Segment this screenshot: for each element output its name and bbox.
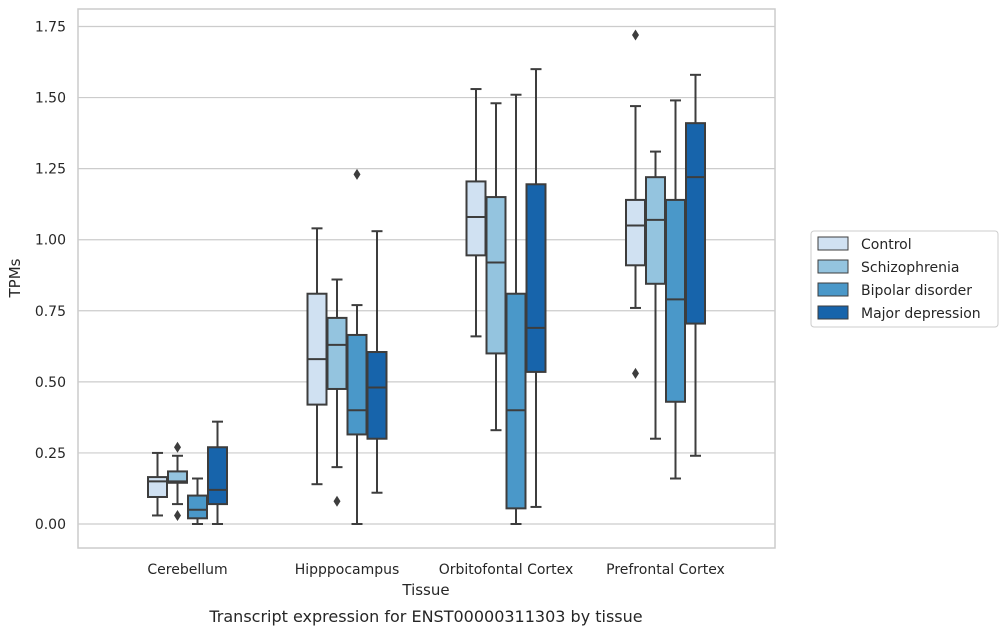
box-hipppocampus-bipolar-disorder-iqr: [346, 333, 368, 436]
box-orbitofontal-cortex-control-iqr: [465, 180, 487, 257]
y-tick-label-4: 1.00: [35, 233, 66, 249]
legend-label-bipolar-disorder: Bipolar disorder: [861, 283, 972, 299]
box-hipppocampus-control: [306, 227, 328, 486]
box-cerebellum-bipolar-disorder: [187, 477, 208, 525]
legend-label-schizophrenia: Schizophrenia: [861, 260, 959, 276]
chart-caption: Transcript expression for ENST0000031130…: [208, 607, 642, 626]
y-tick-label-6: 1.50: [35, 91, 66, 107]
box-prefrontal-cortex-major-depression: [685, 73, 706, 457]
legend-label-control: Control: [861, 237, 912, 253]
box-groups: [147, 29, 706, 525]
legend-swatch-control: [817, 236, 849, 251]
box-cerebellum-control-iqr: [147, 476, 168, 498]
x-axis-label: Tissue: [401, 581, 449, 599]
box-prefrontal-cortex-control-iqr: [625, 198, 646, 267]
box-orbitofontal-cortex-schizophrenia: [485, 102, 507, 432]
box-cerebellum-bipolar-disorder-iqr: [187, 494, 208, 520]
x-tick-label-cerebellum: Cerebellum: [147, 562, 227, 578]
x-tick-label-orbitofontal-cortex: Orbitofontal Cortex: [439, 562, 574, 578]
box-hipppocampus-schizophrenia: [326, 278, 348, 507]
box-cerebellum-schizophrenia-outlier-0: [174, 509, 181, 521]
box-hipppocampus-schizophrenia-iqr: [326, 316, 348, 390]
box-prefrontal-cortex-major-depression-iqr: [685, 122, 706, 325]
box-prefrontal-cortex-control-outlier-1: [632, 29, 639, 41]
box-hipppocampus-bipolar-disorder-outlier-0: [353, 168, 361, 180]
x-tick-labels: Cerebellum Hipppocampus Orbitofontal Corte…: [147, 562, 724, 578]
box-hipppocampus-schizophrenia-outlier-0: [333, 495, 341, 507]
legend-swatch-schizophrenia: [817, 259, 849, 274]
box-orbitofontal-cortex-major-depression: [525, 68, 547, 508]
box-prefrontal-cortex-bipolar-disorder-iqr: [665, 198, 686, 403]
box-cerebellum-schizophrenia-iqr: [167, 470, 188, 484]
box-orbitofontal-cortex-control: [465, 88, 487, 338]
legend-frame: [810, 230, 999, 328]
box-orbitofontal-cortex-major-depression-iqr: [525, 183, 547, 373]
box-hipppocampus-control-iqr: [306, 292, 328, 406]
legend: Control Schizophrenia Bipolar disorder Majo…: [810, 230, 999, 328]
y-tick-label-5: 1.25: [35, 162, 66, 178]
y-tick-labels: 0.00 0.25 0.50 0.75 1.00 1.25 1.50 1.75: [35, 20, 66, 534]
box-cerebellum-control: [147, 451, 168, 517]
box-group-hipppocampus: [306, 168, 388, 525]
y-tick-label-2: 0.50: [35, 375, 66, 391]
y-tick-label-3: 0.75: [35, 304, 66, 320]
plot-frame: [77, 8, 776, 549]
box-cerebellum-major-depression-iqr: [207, 446, 228, 506]
box-orbitofontal-cortex-bipolar-disorder-iqr: [505, 292, 527, 510]
box-group-orbitofontal-cortex: [465, 68, 547, 525]
legend-swatch-bipolar-disorder: [817, 282, 849, 297]
box-cerebellum-major-depression: [207, 420, 228, 525]
y-tick-label-0: 0.00: [35, 517, 66, 533]
box-orbitofontal-cortex-schizophrenia-iqr: [485, 196, 507, 355]
legend-swatch-major-depression: [817, 305, 849, 320]
box-group-cerebellum: [147, 420, 228, 525]
y-tick-label-7: 1.75: [35, 20, 66, 36]
y-axis-label: TPMs: [6, 258, 24, 298]
box-hipppocampus-major-depression: [366, 230, 388, 494]
x-tick-label-prefrontal-cortex: Prefrontal Cortex: [606, 562, 725, 578]
legend-label-major-depression: Major depression: [861, 306, 981, 322]
box-prefrontal-cortex-control-outlier-0: [632, 367, 639, 379]
box-hipppocampus-major-depression-iqr: [366, 351, 388, 440]
box-cerebellum-schizophrenia-outlier-1: [174, 441, 181, 453]
box-orbitofontal-cortex-bipolar-disorder: [505, 93, 527, 525]
box-group-prefrontal-cortex: [625, 29, 706, 480]
box-prefrontal-cortex-schizophrenia-iqr: [645, 176, 666, 285]
x-tick-label-hipppocampus: Hipppocampus: [295, 562, 400, 578]
y-tick-label-1: 0.25: [35, 446, 66, 462]
box-cerebellum-schizophrenia: [167, 441, 188, 521]
